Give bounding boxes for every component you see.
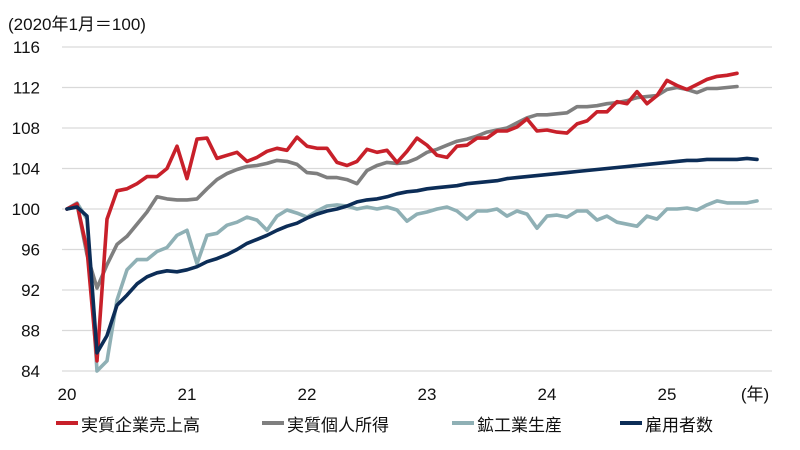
legend-label: 実質企業売上高 <box>81 415 200 435</box>
legend-swatch <box>452 421 474 425</box>
legend-swatch <box>56 421 78 425</box>
y-tick-label: 108 <box>12 119 40 138</box>
y-tick-label: 104 <box>12 160 40 179</box>
legend: 実質企業売上高 実質個人所得 鉱工業生産 雇用者数 <box>0 410 800 440</box>
y-tick-label: 92 <box>21 281 40 300</box>
y-tick-label: 88 <box>21 322 40 341</box>
y-tick-label: 116 <box>13 38 40 57</box>
series-line <box>65 199 759 373</box>
y-tick-label: 100 <box>12 200 40 219</box>
x-tick-label: 22 <box>298 385 317 404</box>
legend-label: 雇用者数 <box>645 415 713 435</box>
y-tick-label: 96 <box>21 241 40 260</box>
legend-swatch <box>620 421 642 425</box>
x-tick-label: 20 <box>58 385 77 404</box>
plot-area: 84 88 92 96 100 104 108 112 116 20 21 22 23 24 25 (年) <box>12 38 772 404</box>
legend-item-real-personal-income: 実質個人所得 <box>262 410 389 436</box>
legend-item-real-corporate-sales: 実質企業売上高 <box>56 410 200 436</box>
legend-item-industrial-production: 鉱工業生産 <box>452 410 562 436</box>
series-line <box>65 156 759 355</box>
x-axis-unit-label: (年) <box>741 385 769 404</box>
y-axis-unit-label: (2020年1月＝100) <box>8 15 146 34</box>
series-line <box>65 71 739 363</box>
y-tick-label: 112 <box>13 79 40 98</box>
y-tick-label: 84 <box>21 362 40 381</box>
legend-label: 実質個人所得 <box>287 415 389 435</box>
x-tick-label: 25 <box>658 385 677 404</box>
x-tick-label: 23 <box>418 385 437 404</box>
legend-label: 鉱工業生産 <box>477 415 562 435</box>
x-tick-label: 21 <box>178 385 197 404</box>
legend-item-employment: 雇用者数 <box>620 410 713 436</box>
legend-swatch <box>262 421 284 425</box>
x-tick-label: 24 <box>538 385 557 404</box>
series-line <box>65 84 739 290</box>
